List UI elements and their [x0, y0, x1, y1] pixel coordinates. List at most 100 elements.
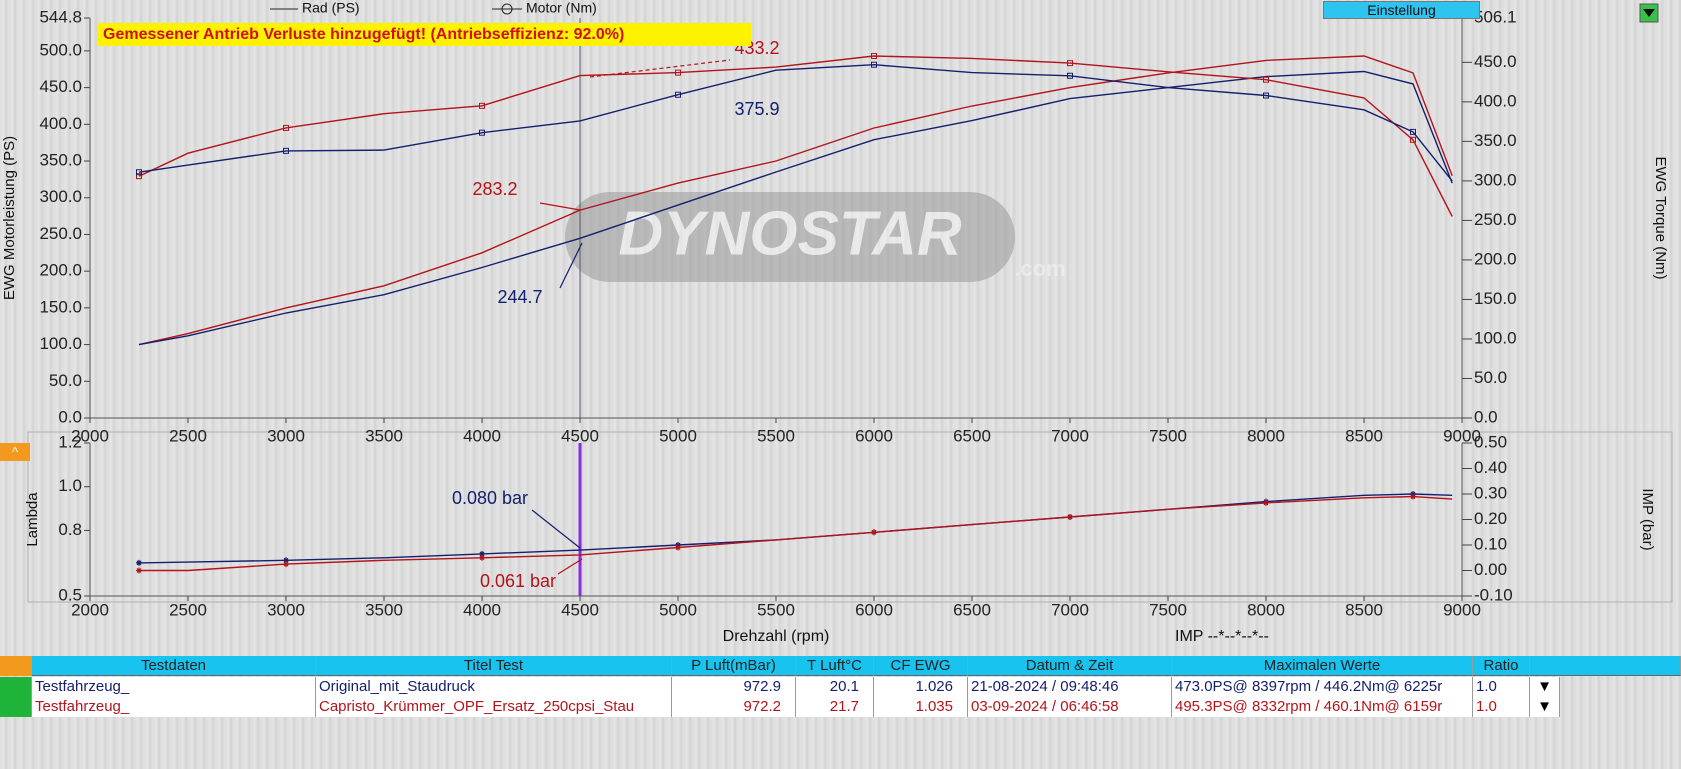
y2-tick-label: 0.40: [1474, 458, 1507, 477]
x-tick-label: 4000: [463, 600, 501, 619]
marker: [136, 567, 142, 574]
data-label: 375.9: [734, 99, 779, 119]
label-leader: [559, 242, 583, 289]
y2-tick-label: 506.1: [1474, 7, 1517, 26]
header-cell: Titel Test: [316, 656, 672, 676]
y2-tick-label: 250.0: [1474, 210, 1517, 229]
y2-tick-label: 300.0: [1474, 170, 1517, 189]
logo-text: DYNOSTAR: [618, 199, 962, 268]
header-cell: P Luft(mBar): [672, 656, 796, 676]
series-line: [138, 63, 1453, 182]
marker: [871, 529, 877, 536]
marker: [1067, 72, 1073, 79]
row-select[interactable]: [0, 677, 32, 697]
y2-tick-label: 150.0: [1474, 289, 1517, 308]
y2-tick-label: 50.0: [1474, 368, 1507, 387]
y2-tick-label: 0.0: [1474, 407, 1498, 426]
x-tick-label: 5500: [757, 600, 795, 619]
y2-tick-label: 0.20: [1474, 509, 1507, 528]
y-tick-label: 450.0: [39, 77, 82, 96]
table-cell: 20.1: [796, 677, 874, 697]
label-leader: [557, 558, 583, 575]
x-tick-label: 8000: [1247, 426, 1285, 445]
x-tick-label: 5500: [757, 426, 795, 445]
marker: [283, 124, 289, 131]
y2-tick-label: 450.0: [1474, 52, 1517, 71]
collapse-button[interactable]: [0, 443, 30, 461]
y-tick-label: 0.5: [58, 585, 82, 604]
x-tick-label: 9000: [1443, 426, 1481, 445]
header-cell: Datum & Zeit: [968, 656, 1172, 676]
table-cell: 21-08-2024 / 09:48:46: [968, 677, 1172, 697]
table-cell: 1.035: [874, 697, 968, 717]
legend-label: Rad (PS): [302, 0, 360, 16]
marker: [283, 147, 289, 154]
marker: [871, 53, 877, 60]
header-cell: Testdaten: [32, 656, 316, 676]
settings-button[interactable]: Einstellung: [1323, 1, 1480, 19]
y2-axis-label: EWG Torque (Nm): [1652, 156, 1669, 279]
y-tick-label: 1.2: [58, 432, 82, 451]
collapse-icon: ^: [12, 444, 19, 459]
y-tick-label: 150.0: [39, 297, 82, 316]
y-tick-label: 0.0: [58, 407, 82, 426]
y-tick-label: 0.8: [58, 520, 82, 539]
series-line: [139, 495, 1453, 572]
table-cell: 972.2: [672, 697, 796, 717]
row-select[interactable]: [0, 697, 32, 717]
x-tick-label: 4500: [561, 600, 599, 619]
x-tick-label: 7000: [1051, 426, 1089, 445]
header-cell: Ratio: [1473, 656, 1530, 676]
table-cell: 495.3PS@ 8332rpm / 460.1Nm@ 6159r: [1172, 697, 1473, 717]
marker: [479, 550, 485, 557]
marker: [871, 61, 877, 68]
x-tick-label: 6000: [855, 426, 893, 445]
x-tick-label: 6000: [855, 600, 893, 619]
x-tick-label: 5000: [659, 600, 697, 619]
label-leader: [589, 59, 731, 78]
table-cell: Testfahrzeug_: [32, 697, 316, 717]
y2-tick-label: 400.0: [1474, 91, 1517, 110]
y2-tick-label: 100.0: [1474, 328, 1517, 347]
row-arrow[interactable]: ▼: [1530, 677, 1560, 697]
marker: [1263, 92, 1269, 99]
x-tick-label: 3000: [267, 426, 305, 445]
y-tick-label: 544.8: [39, 7, 82, 26]
x-tick-label: 7500: [1149, 426, 1187, 445]
x-tick-label: 2500: [169, 426, 207, 445]
marker: [1263, 76, 1269, 83]
x-tick-label: 2000: [71, 426, 109, 445]
x-tick-label: 3000: [267, 600, 305, 619]
header-cell: Maximalen Werte: [1172, 656, 1473, 676]
row-arrow[interactable]: ▼: [1530, 697, 1560, 717]
x-tick-label: 5000: [659, 426, 697, 445]
marker: [1410, 128, 1416, 135]
legend-label: Motor (Nm): [526, 0, 597, 16]
menu-icon: [1643, 9, 1655, 17]
y2-tick-label: 200.0: [1474, 249, 1517, 268]
legend-label: IMP --*--*--*--: [1175, 628, 1269, 645]
y-tick-label: 400.0: [39, 114, 82, 133]
header-cell: [1530, 656, 1681, 676]
x-tick-label: 7000: [1051, 600, 1089, 619]
marker: [479, 102, 485, 109]
marker: [675, 91, 681, 98]
y-tick-label: 1.0: [58, 476, 82, 495]
x-tick-label: 6500: [953, 600, 991, 619]
x-axis-label: Drehzahl (rpm): [723, 628, 830, 645]
y2-tick-label: 0.00: [1474, 560, 1507, 579]
header-cell: CF EWG: [874, 656, 968, 676]
table-cell: 1.0: [1473, 697, 1530, 717]
table-cell: 03-09-2024 / 06:46:58: [968, 697, 1172, 717]
test-table: Testdaten Titel Test P Luft(mBar) T Luft°C C…: [0, 656, 1681, 718]
x-tick-label: 2000: [71, 600, 109, 619]
y-tick-label: 500.0: [39, 40, 82, 59]
y-tick-label: 250.0: [39, 224, 82, 243]
marker: [136, 173, 142, 180]
table-cell: Original_mit_Staudruck: [316, 677, 672, 697]
y-tick-label: 350.0: [39, 151, 82, 170]
row-icon: [0, 656, 32, 676]
y-tick-label: 50.0: [49, 371, 82, 390]
y2-tick-label: 0.50: [1474, 432, 1507, 451]
y2-tick-label: -0.10: [1474, 585, 1513, 604]
